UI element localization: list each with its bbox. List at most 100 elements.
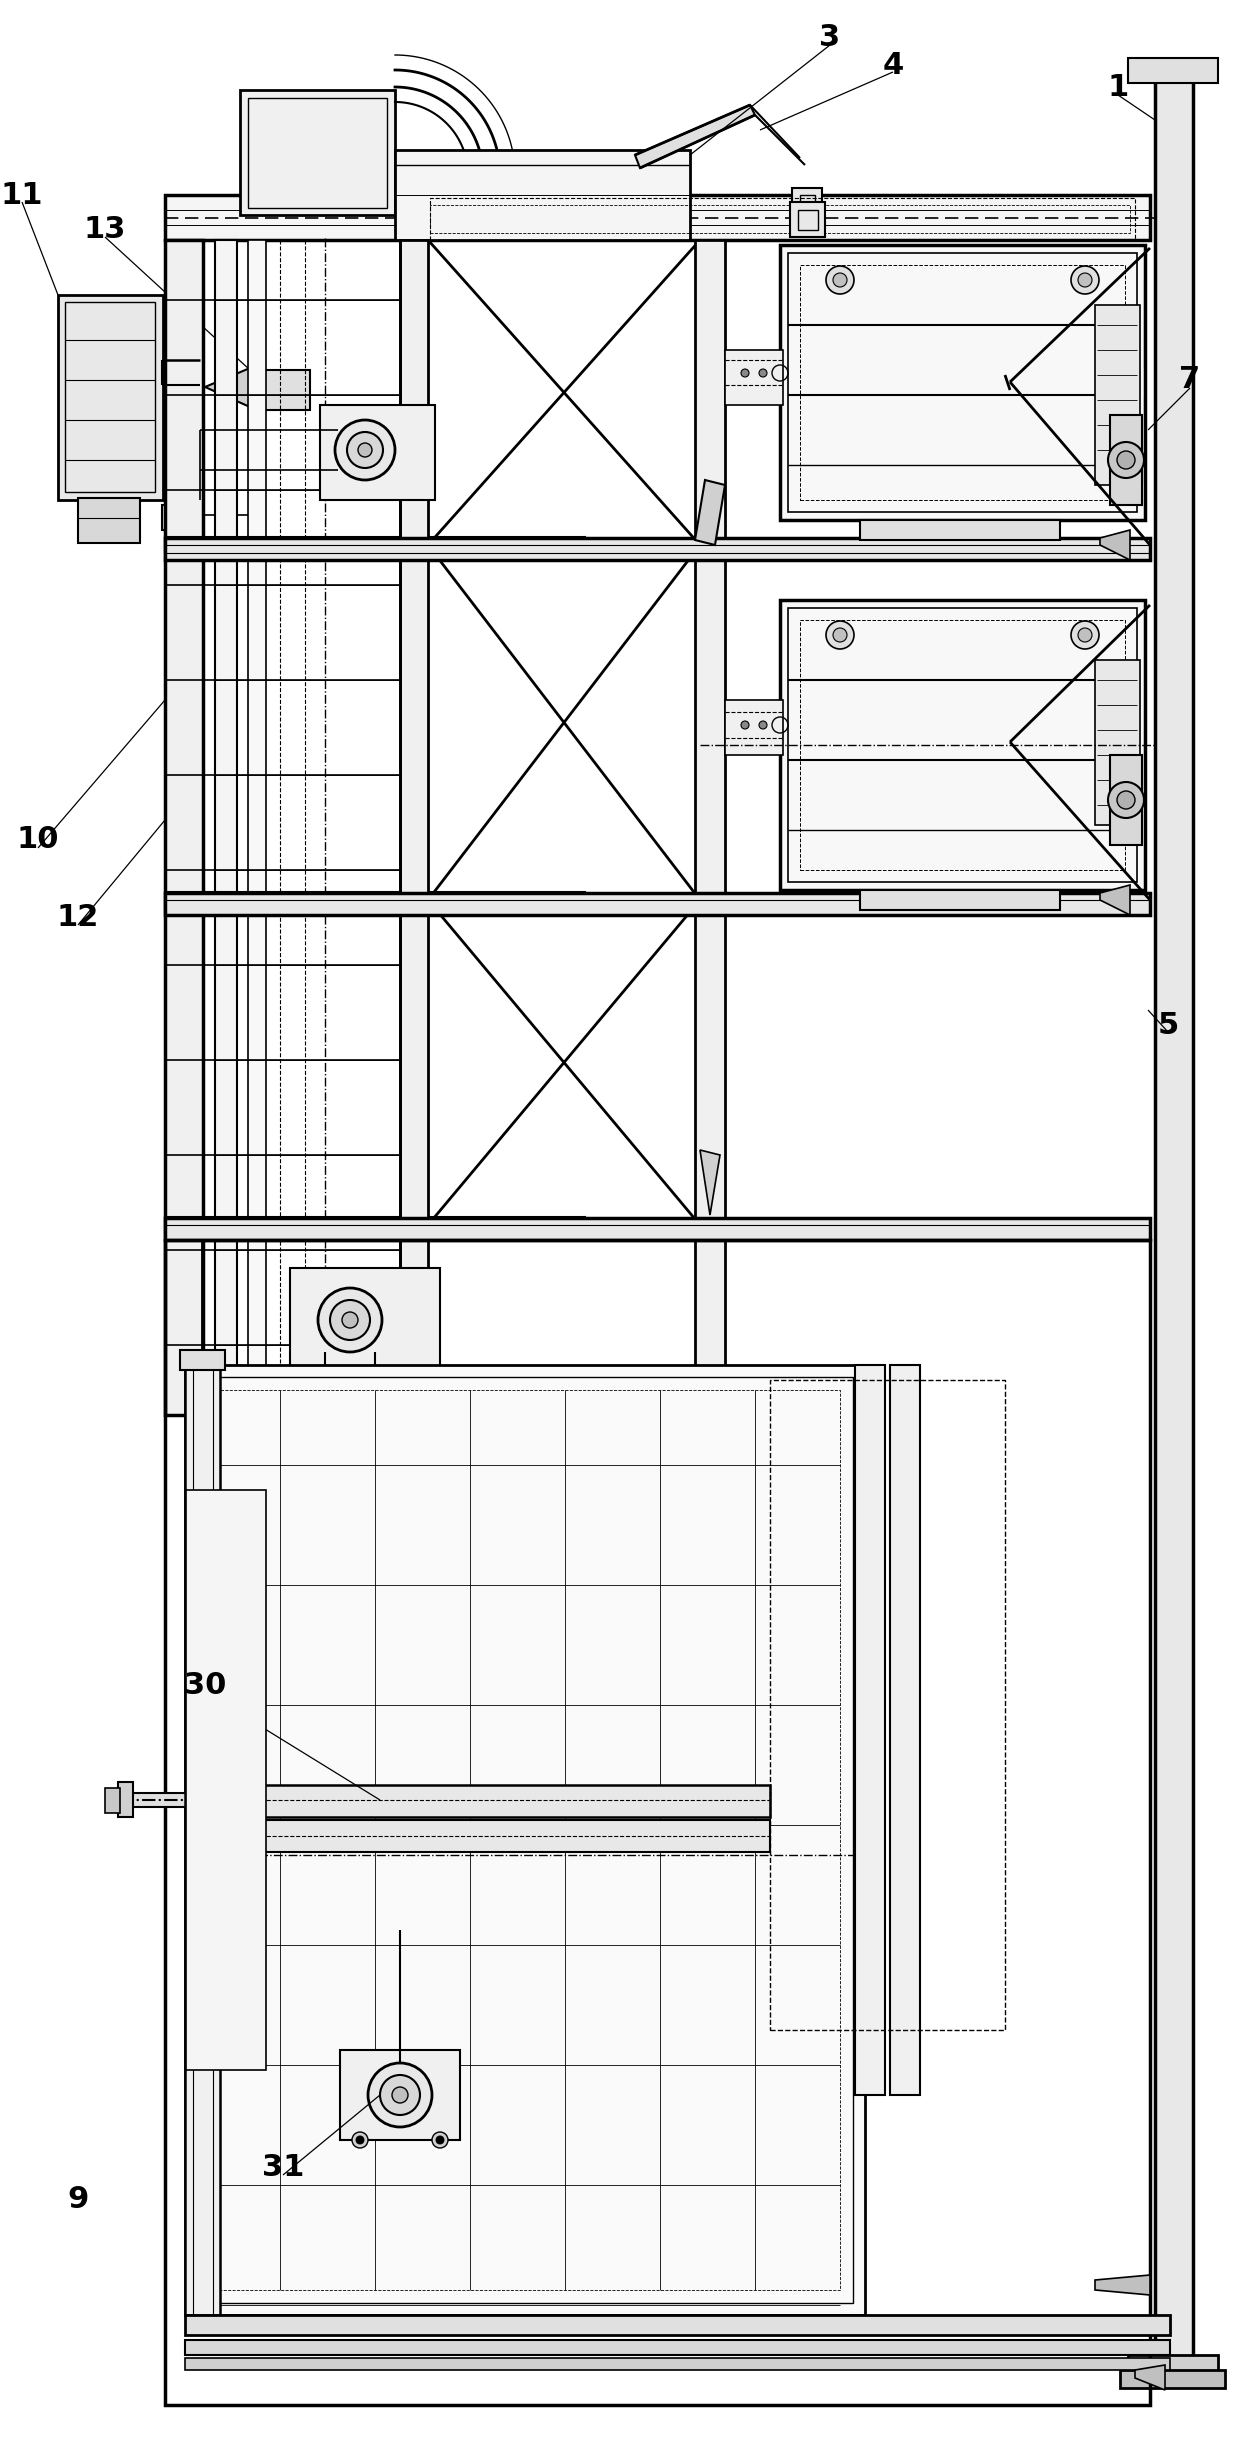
Circle shape [833, 273, 847, 288]
Bar [58, 295, 162, 500]
Bar [165, 892, 585, 909]
Bar [64, 302, 155, 492]
Bar [430, 197, 1135, 239]
Bar [193, 1365, 213, 2315]
Circle shape [330, 1299, 370, 1340]
Bar [290, 1267, 440, 1384]
Bar [340, 2050, 460, 2140]
Bar [215, 239, 237, 1416]
Bar [185, 1365, 219, 2315]
Bar [185, 1365, 866, 2315]
Bar [197, 1377, 853, 2303]
Circle shape [368, 2064, 432, 2128]
Bar [165, 239, 203, 1416]
Bar [800, 195, 815, 219]
Text: 4: 4 [883, 51, 904, 80]
Polygon shape [701, 1150, 720, 1216]
Bar [1128, 2354, 1218, 2386]
Bar [430, 205, 1130, 234]
Bar [1110, 414, 1142, 504]
Bar [1095, 660, 1140, 826]
Bar [800, 619, 1125, 870]
Polygon shape [1100, 529, 1130, 561]
Circle shape [833, 629, 847, 641]
Bar [780, 600, 1145, 890]
Text: 9: 9 [67, 2186, 89, 2215]
Polygon shape [1135, 2364, 1166, 2391]
Circle shape [742, 721, 749, 729]
Circle shape [1109, 441, 1145, 478]
Bar [186, 1489, 267, 2069]
Bar [165, 536, 585, 553]
Bar [401, 239, 428, 1416]
Bar [185, 2340, 1171, 2354]
Bar [165, 1216, 585, 1233]
Bar [1095, 305, 1140, 485]
Text: 10: 10 [17, 826, 60, 855]
Bar [165, 892, 1149, 914]
Bar [780, 246, 1145, 519]
Circle shape [759, 721, 768, 729]
Circle shape [1078, 629, 1092, 641]
Circle shape [379, 2074, 420, 2115]
Bar [248, 97, 387, 207]
Circle shape [1117, 792, 1135, 809]
Bar [1128, 58, 1218, 83]
Bar [396, 151, 689, 239]
Bar [224, 1820, 770, 1852]
Bar [105, 1789, 120, 1813]
Bar [787, 607, 1137, 882]
Bar [165, 539, 1149, 561]
Circle shape [317, 1289, 382, 1353]
Circle shape [1109, 782, 1145, 819]
Text: 3: 3 [820, 24, 841, 54]
Bar [725, 351, 782, 405]
Bar [890, 1365, 920, 2096]
Text: 7: 7 [1179, 366, 1200, 395]
Circle shape [342, 1311, 358, 1328]
Bar [224, 1784, 770, 1818]
Circle shape [1117, 451, 1135, 468]
Text: 12: 12 [57, 904, 99, 933]
Bar [792, 188, 822, 229]
Bar [185, 2315, 1171, 2335]
Polygon shape [205, 368, 250, 407]
Polygon shape [1100, 885, 1130, 914]
Circle shape [358, 444, 372, 458]
Bar [1110, 755, 1142, 846]
Circle shape [392, 2086, 408, 2103]
Circle shape [759, 368, 768, 378]
Polygon shape [1095, 2276, 1149, 2296]
Circle shape [826, 621, 854, 648]
Polygon shape [694, 480, 725, 546]
Bar [118, 1781, 133, 1818]
Bar [799, 210, 818, 229]
Circle shape [352, 2132, 368, 2147]
Bar [210, 1389, 839, 2291]
Bar [861, 519, 1060, 541]
Bar [800, 266, 1125, 500]
Bar [861, 890, 1060, 909]
Bar [1154, 61, 1193, 2371]
Bar [694, 239, 725, 1416]
Circle shape [1071, 266, 1099, 295]
Polygon shape [635, 105, 755, 168]
Bar [165, 1240, 1149, 2405]
Bar [1120, 2371, 1225, 2388]
Bar [165, 1218, 1149, 1240]
Circle shape [432, 2132, 448, 2147]
Bar [320, 405, 435, 500]
Circle shape [1078, 273, 1092, 288]
Text: 1: 1 [1107, 73, 1128, 102]
Bar [725, 699, 782, 755]
Circle shape [436, 2135, 444, 2145]
Circle shape [356, 2135, 365, 2145]
Bar [185, 2359, 1171, 2371]
Bar [770, 1379, 1004, 2030]
Circle shape [335, 419, 396, 480]
Bar [248, 239, 267, 1416]
Bar [790, 202, 825, 236]
Bar [165, 195, 1149, 239]
Bar [180, 1350, 224, 1370]
Bar [787, 253, 1137, 512]
